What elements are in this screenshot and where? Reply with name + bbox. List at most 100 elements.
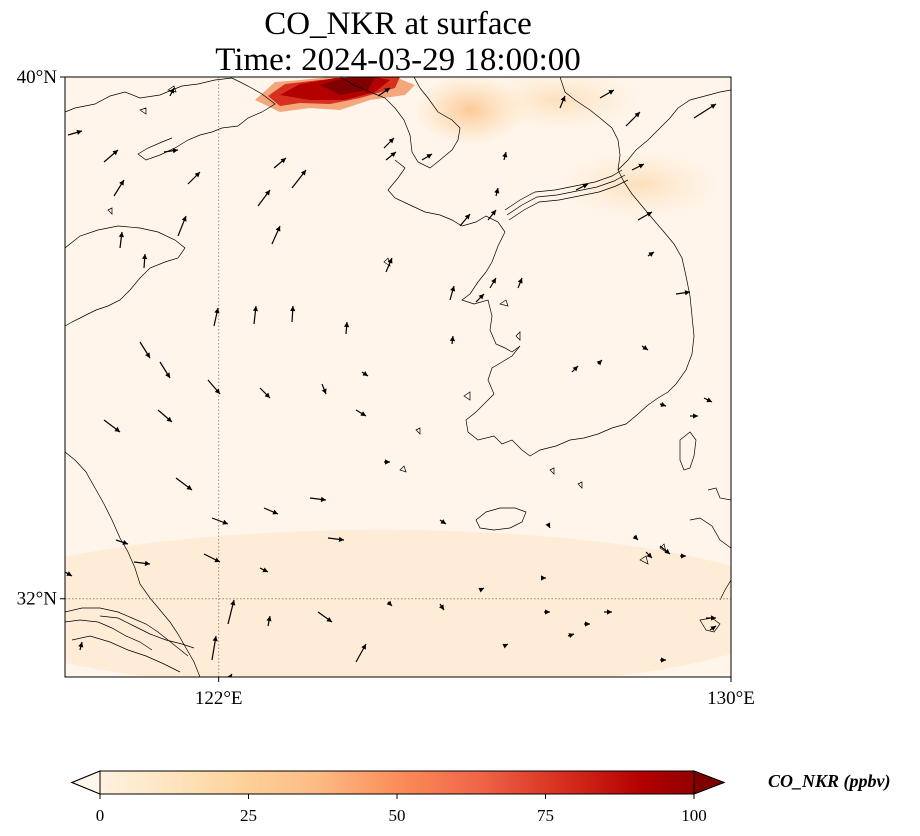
coastline-japan — [689, 487, 731, 633]
coastlines — [65, 77, 731, 677]
wind-arrow — [571, 365, 579, 373]
wind-arrow — [291, 169, 307, 189]
wind-arrow — [659, 545, 671, 555]
wind-arrow — [103, 149, 119, 163]
latitude-ticks: 40°N 32°N — [17, 67, 65, 610]
wind-arrow — [271, 225, 281, 245]
wind-arrow — [317, 611, 333, 623]
lat-tick-label: 32°N — [17, 589, 58, 610]
wind-arrow — [175, 477, 193, 491]
wind-arrow — [103, 419, 121, 433]
wind-arrow — [567, 633, 575, 639]
wind-arrow — [637, 211, 653, 221]
gridlines — [65, 77, 731, 677]
wind-arrow — [273, 157, 287, 169]
wind-arrow — [169, 87, 175, 97]
colorbar-tick-label: 25 — [240, 806, 257, 825]
wind-arrow — [257, 189, 271, 207]
colorbar-bar — [70, 770, 726, 795]
colorbar-extend-min — [70, 770, 101, 795]
field-band-south — [65, 530, 731, 677]
wind-arrow — [355, 643, 367, 663]
coastline-china-east — [65, 451, 201, 677]
map-title-line2: Time: 2024-03-29 18:00:00 — [215, 42, 581, 78]
wind-arrow — [645, 551, 653, 559]
wind-arrow — [449, 285, 456, 301]
islands-tsushima — [679, 431, 697, 471]
wind-arrow — [384, 459, 390, 465]
wind-arrow — [675, 290, 691, 296]
wind-arrow — [439, 519, 447, 525]
colorbar-label: CO_NKR (ppbv) — [768, 771, 891, 791]
wind-arrow — [599, 89, 615, 99]
wind-arrow — [690, 413, 698, 419]
wind-arrow — [647, 251, 655, 257]
wind-arrow — [139, 341, 151, 359]
wind-arrow — [327, 536, 345, 542]
wind-vectors — [65, 87, 717, 677]
wind-arrow — [709, 625, 717, 631]
colorbar-tick-label: 100 — [681, 806, 707, 825]
wind-arrow — [67, 129, 83, 136]
field-hotspot-north — [255, 77, 415, 112]
wind-arrow — [252, 305, 259, 325]
wind-arrow — [706, 615, 716, 621]
wind-arrow — [693, 103, 717, 119]
wind-arrow — [604, 609, 612, 615]
longitude-ticks: 122°E 130°E — [195, 677, 755, 709]
map-title-line1: CO_NKR at surface — [264, 6, 532, 42]
wind-arrow — [559, 95, 566, 109]
coastline-korea-west — [461, 89, 731, 457]
wind-arrow — [502, 151, 508, 161]
colorbar: 0 25 50 75 100 — [70, 770, 726, 825]
wind-arrow — [631, 163, 645, 171]
wind-arrow — [385, 257, 393, 273]
wind-arrow — [163, 148, 179, 154]
coastline-korea-bay — [387, 159, 506, 233]
wind-arrow — [203, 553, 221, 563]
lon-tick-label: 122°E — [195, 688, 243, 709]
wind-arrow — [494, 187, 500, 197]
wind-arrow — [489, 277, 497, 289]
wind-arrow — [584, 621, 590, 627]
wind-arrow — [625, 111, 641, 127]
wind-arrow — [142, 253, 148, 269]
wind-arrow — [177, 215, 187, 237]
concentration-field — [65, 77, 731, 677]
coastline-korea-northeast — [559, 77, 621, 171]
wind-arrow — [487, 209, 497, 221]
wind-arrow — [517, 277, 523, 289]
wind-arrow — [118, 231, 124, 249]
wind-arrow — [386, 600, 393, 607]
wind-arrow — [502, 643, 509, 649]
field-plume-ne2 — [480, 77, 640, 130]
jeju-island — [475, 507, 527, 531]
wind-arrow — [541, 575, 546, 581]
wind-arrow — [421, 153, 433, 161]
wind-arrow — [115, 539, 129, 545]
wind-arrow — [475, 293, 485, 303]
wind-arrow — [383, 137, 395, 149]
wind-arrow — [157, 409, 173, 423]
wind-arrow — [596, 359, 603, 366]
wind-arrow — [159, 361, 171, 379]
wind-arrow — [187, 171, 201, 185]
wind-arrow — [113, 179, 125, 197]
wind-arrow — [361, 371, 369, 377]
coastline-shandong — [65, 225, 186, 327]
wind-arrow — [439, 603, 445, 611]
wind-arrow — [680, 553, 686, 559]
wind-arrow — [309, 496, 327, 502]
wind-arrow — [544, 609, 550, 615]
lon-tick-label: 130°E — [707, 688, 755, 709]
wind-arrow — [703, 397, 713, 403]
wind-arrow — [575, 183, 589, 191]
colorbar-ticks: 0 25 50 75 100 — [96, 794, 707, 825]
wind-arrow — [227, 599, 236, 625]
wind-arrow — [133, 560, 151, 566]
border-dmz — [504, 169, 629, 221]
map-frame — [64, 76, 732, 678]
wind-arrow — [478, 587, 485, 593]
lat-tick-label: 40°N — [17, 67, 58, 88]
wind-arrow — [207, 379, 221, 395]
